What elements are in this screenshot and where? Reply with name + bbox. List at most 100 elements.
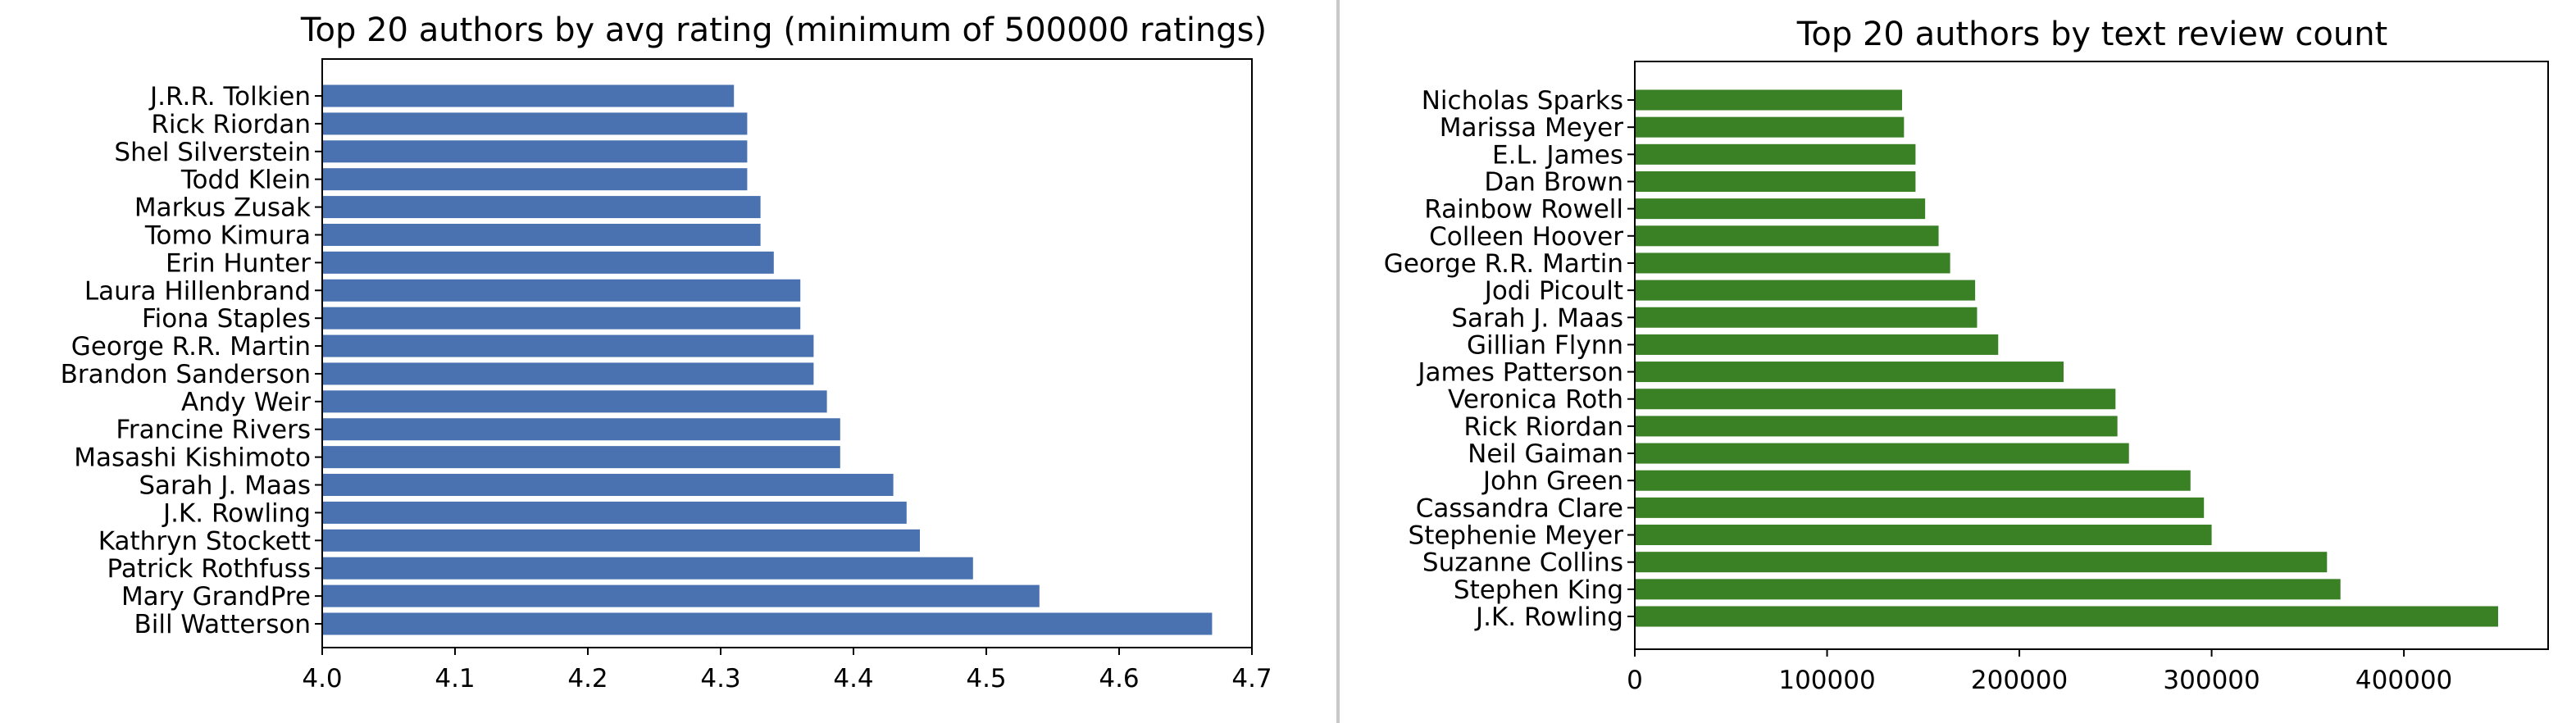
bar bbox=[1635, 252, 1950, 274]
bar bbox=[322, 362, 814, 385]
bar bbox=[322, 168, 748, 191]
x-tick-label: 4.7 bbox=[1231, 664, 1272, 693]
y-tick-label: Rainbow Rowell bbox=[1424, 195, 1623, 225]
y-tick-label: J.R.R. Tolkien bbox=[148, 82, 311, 111]
y-tick-label: Markus Zusak bbox=[134, 193, 311, 223]
x-tick-label: 4.3 bbox=[700, 664, 740, 693]
y-tick-label: Masashi Kishimoto bbox=[74, 443, 311, 473]
bar bbox=[322, 557, 973, 580]
y-tick-label: J.K. Rowling bbox=[162, 498, 311, 528]
y-tick-label: James Patterson bbox=[1416, 358, 1623, 388]
bar bbox=[322, 446, 840, 469]
y-tick-label: Suzanne Collins bbox=[1422, 548, 1623, 578]
y-tick-label: Todd Klein bbox=[180, 166, 311, 195]
y-tick-label: Veronica Roth bbox=[1448, 385, 1623, 415]
y-tick-label: Andy Weir bbox=[181, 388, 311, 417]
bar bbox=[322, 418, 840, 441]
bar bbox=[1635, 171, 1916, 192]
bar bbox=[1635, 334, 1999, 355]
bar bbox=[1635, 307, 1978, 328]
x-tick-label: 200000 bbox=[1971, 666, 2068, 695]
bar bbox=[1635, 280, 1976, 301]
bar bbox=[322, 112, 748, 135]
bar bbox=[1635, 89, 1902, 111]
y-tick-label: Rick Riordan bbox=[151, 110, 311, 139]
panel-divider bbox=[1336, 0, 1340, 723]
y-tick-label: John Green bbox=[1481, 466, 1623, 496]
bar bbox=[322, 223, 761, 246]
y-tick-label: Gillian Flynn bbox=[1467, 330, 1623, 360]
y-tick-label: Marissa Meyer bbox=[1440, 113, 1623, 143]
y-tick-label: Mary GrandPre bbox=[121, 582, 311, 612]
y-tick-label: Sarah J. Maas bbox=[1451, 303, 1623, 333]
bar bbox=[1635, 497, 2205, 518]
y-tick-label: Rick Riordan bbox=[1463, 412, 1623, 442]
chart-title: Top 20 authors by avg rating (minimum of… bbox=[300, 11, 1267, 49]
bar bbox=[322, 279, 801, 302]
y-tick-label: Jodi Picoult bbox=[1483, 276, 1623, 306]
avg-rating-chart-panel: Top 20 authors by avg rating (minimum of… bbox=[60, 11, 1272, 693]
bar bbox=[1635, 606, 2499, 627]
bar bbox=[1635, 198, 1926, 220]
y-tick-label: Sarah J. Maas bbox=[139, 471, 311, 501]
y-tick-label: George R.R. Martin bbox=[1384, 249, 1623, 279]
bar bbox=[322, 334, 814, 357]
y-tick-label: Francine Rivers bbox=[116, 416, 311, 445]
chart-title: Top 20 authors by text review count bbox=[1796, 16, 2388, 53]
x-tick-label: 4.5 bbox=[966, 664, 1006, 693]
y-tick-label: Dan Brown bbox=[1484, 167, 1623, 197]
bar bbox=[322, 612, 1213, 635]
y-tick-label: Erin Hunter bbox=[166, 248, 311, 278]
x-tick-label: 4.0 bbox=[302, 664, 342, 693]
y-tick-label: Colleen Hoover bbox=[1429, 222, 1623, 252]
bar bbox=[1635, 416, 2118, 437]
x-tick-label: 4.6 bbox=[1099, 664, 1139, 693]
y-tick-label: E.L. James bbox=[1492, 140, 1623, 170]
y-tick-label: Tomo Kimura bbox=[144, 221, 311, 250]
bar bbox=[1635, 525, 2212, 546]
x-tick-label: 4.2 bbox=[567, 664, 608, 693]
bar bbox=[322, 251, 774, 274]
y-tick-label: George R.R. Martin bbox=[71, 332, 311, 362]
bar bbox=[1635, 552, 2328, 573]
review-count-chart-panel: Top 20 authors by text review count Nich… bbox=[1340, 0, 2576, 723]
review-count-chart: Top 20 authors by text review count Nich… bbox=[1384, 16, 2549, 695]
y-tick-label: Patrick Rothfuss bbox=[107, 554, 311, 584]
bar bbox=[322, 584, 1040, 607]
bar bbox=[322, 390, 827, 413]
bar bbox=[1635, 116, 1905, 138]
bar bbox=[1635, 443, 2129, 464]
y-tick-label: Cassandra Clare bbox=[1416, 493, 1623, 523]
y-tick-label: Fiona Staples bbox=[142, 304, 311, 334]
bar bbox=[322, 140, 748, 163]
bar bbox=[322, 474, 894, 497]
x-tick-label: 4.1 bbox=[435, 664, 475, 693]
y-tick-label: Bill Watterson bbox=[134, 610, 311, 639]
y-tick-label: Neil Gaiman bbox=[1468, 439, 1623, 469]
y-tick-label: J.K. Rowling bbox=[1474, 602, 1623, 632]
y-tick-label: Shel Silverstein bbox=[114, 138, 311, 167]
y-tick-label: Laura Hillenbrand bbox=[84, 276, 311, 306]
x-tick-label: 4.4 bbox=[833, 664, 873, 693]
bar bbox=[1635, 470, 2191, 491]
x-tick-label: 100000 bbox=[1778, 666, 1875, 695]
x-tick-label: 0 bbox=[1627, 666, 1643, 695]
y-tick-label: Nicholas Sparks bbox=[1422, 86, 1623, 116]
x-tick-label: 300000 bbox=[2163, 666, 2260, 695]
bar bbox=[1635, 389, 2116, 410]
y-tick-label: Stephenie Meyer bbox=[1409, 521, 1624, 551]
plot-frame bbox=[1634, 61, 2549, 650]
bar bbox=[1635, 225, 1939, 247]
y-tick-label: Stephen King bbox=[1454, 575, 1623, 605]
bar bbox=[322, 196, 761, 219]
y-tick-label: Kathryn Stockett bbox=[98, 526, 311, 556]
bar bbox=[322, 501, 907, 524]
x-tick-label: 400000 bbox=[2355, 666, 2452, 695]
bar bbox=[1635, 362, 2064, 383]
avg-rating-chart: Top 20 authors by avg rating (minimum of… bbox=[61, 11, 1272, 693]
bar bbox=[322, 84, 735, 107]
bar bbox=[322, 307, 801, 330]
